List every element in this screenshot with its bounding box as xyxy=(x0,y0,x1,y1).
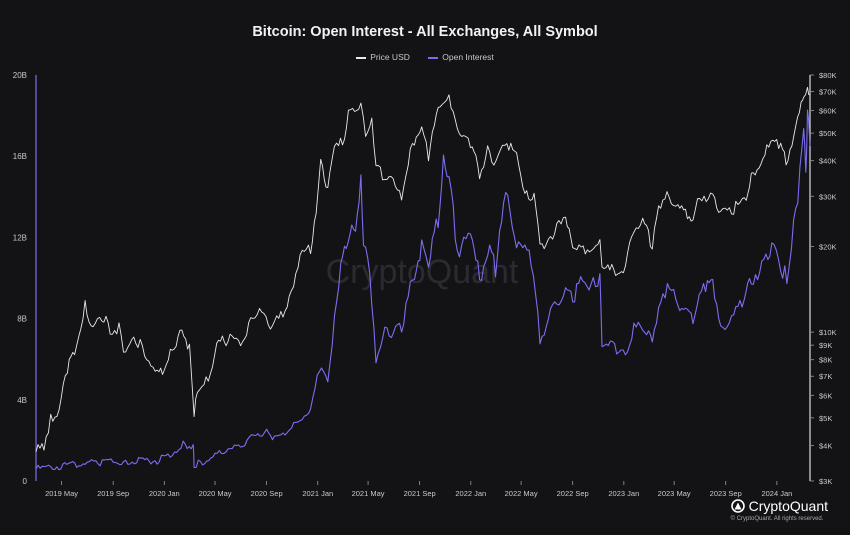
legend-swatch-price xyxy=(356,56,367,59)
legend: Price USD Open Interest xyxy=(0,52,850,62)
brand-name: CryptoQuant xyxy=(748,498,828,514)
cryptoquant-logo-icon xyxy=(730,499,745,513)
right-tick-label: $9K xyxy=(819,341,832,350)
x-tick-label: 2022 Sep xyxy=(557,489,589,498)
x-tick-label: 2022 Jan xyxy=(455,489,486,498)
x-tick-label: 2021 Jan xyxy=(302,489,333,498)
right-tick-label: $5K xyxy=(819,414,832,423)
left-tick-label: 16B xyxy=(13,152,27,161)
x-tick-label: 2020 May xyxy=(199,489,232,498)
x-tick-label: 2023 May xyxy=(658,489,691,498)
x-tick-label: 2024 Jan xyxy=(761,489,792,498)
axes: 0 4B 8B 12B 16B 20B $3K $4K $5K $6K $7K $8K $9K $10K $… xyxy=(13,71,837,498)
x-tick-label: 2022 May xyxy=(505,489,538,498)
right-tick-label: $10K xyxy=(819,328,837,337)
series-line-open-interest[interactable] xyxy=(35,109,811,471)
legend-item-price[interactable]: Price USD xyxy=(356,52,410,62)
right-tick-label: $3K xyxy=(819,477,832,486)
right-tick-label: $4K xyxy=(819,441,832,450)
legend-label-open-interest: Open Interest xyxy=(442,52,494,62)
x-tick-label: 2021 May xyxy=(352,489,385,498)
right-tick-label: $7K xyxy=(819,372,832,381)
watermark: CryptoQuant xyxy=(326,253,519,291)
right-tick-label: $70K xyxy=(819,88,837,97)
left-tick-label: 12B xyxy=(13,233,27,242)
x-tick-label: 2019 May xyxy=(45,489,78,498)
chart-title: Bitcoin: Open Interest - All Exchanges, … xyxy=(252,24,598,40)
left-tick-label: 20B xyxy=(13,71,27,80)
left-tick-label: 8B xyxy=(17,315,27,324)
x-tick-label: 2021 Sep xyxy=(404,489,436,498)
left-tick-label: 0 xyxy=(23,477,28,486)
right-tick-label: $80K xyxy=(819,71,837,80)
x-tick-label: 2023 Jan xyxy=(608,489,639,498)
x-tick-label: 2020 Jan xyxy=(149,489,180,498)
right-tick-label: $60K xyxy=(819,107,837,116)
right-tick-label: $40K xyxy=(819,157,837,166)
right-tick-label: $30K xyxy=(819,192,837,201)
brand-copyright: © CryptoQuant. All rights reserved. xyxy=(730,516,824,522)
left-tick-label: 4B xyxy=(17,396,27,405)
right-tick-label: $8K xyxy=(819,356,832,365)
right-tick-label: $50K xyxy=(819,129,837,138)
brand-row: CryptoQuant xyxy=(730,498,828,514)
right-tick-label: $6K xyxy=(819,391,832,400)
right-tick-label: $20K xyxy=(819,242,837,251)
series-line-price-usd[interactable] xyxy=(35,86,811,452)
x-tick-label: 2019 Sep xyxy=(97,489,129,498)
x-tick-label: 2023 Sep xyxy=(710,489,742,498)
x-tick-label: 2020 Sep xyxy=(251,489,283,498)
brand: CryptoQuant © CryptoQuant. All rights re… xyxy=(731,498,828,522)
series-layer xyxy=(35,86,811,471)
legend-item-open-interest[interactable]: Open Interest xyxy=(428,52,494,62)
legend-swatch-open-interest xyxy=(428,56,439,59)
legend-label-price: Price USD xyxy=(370,52,410,62)
